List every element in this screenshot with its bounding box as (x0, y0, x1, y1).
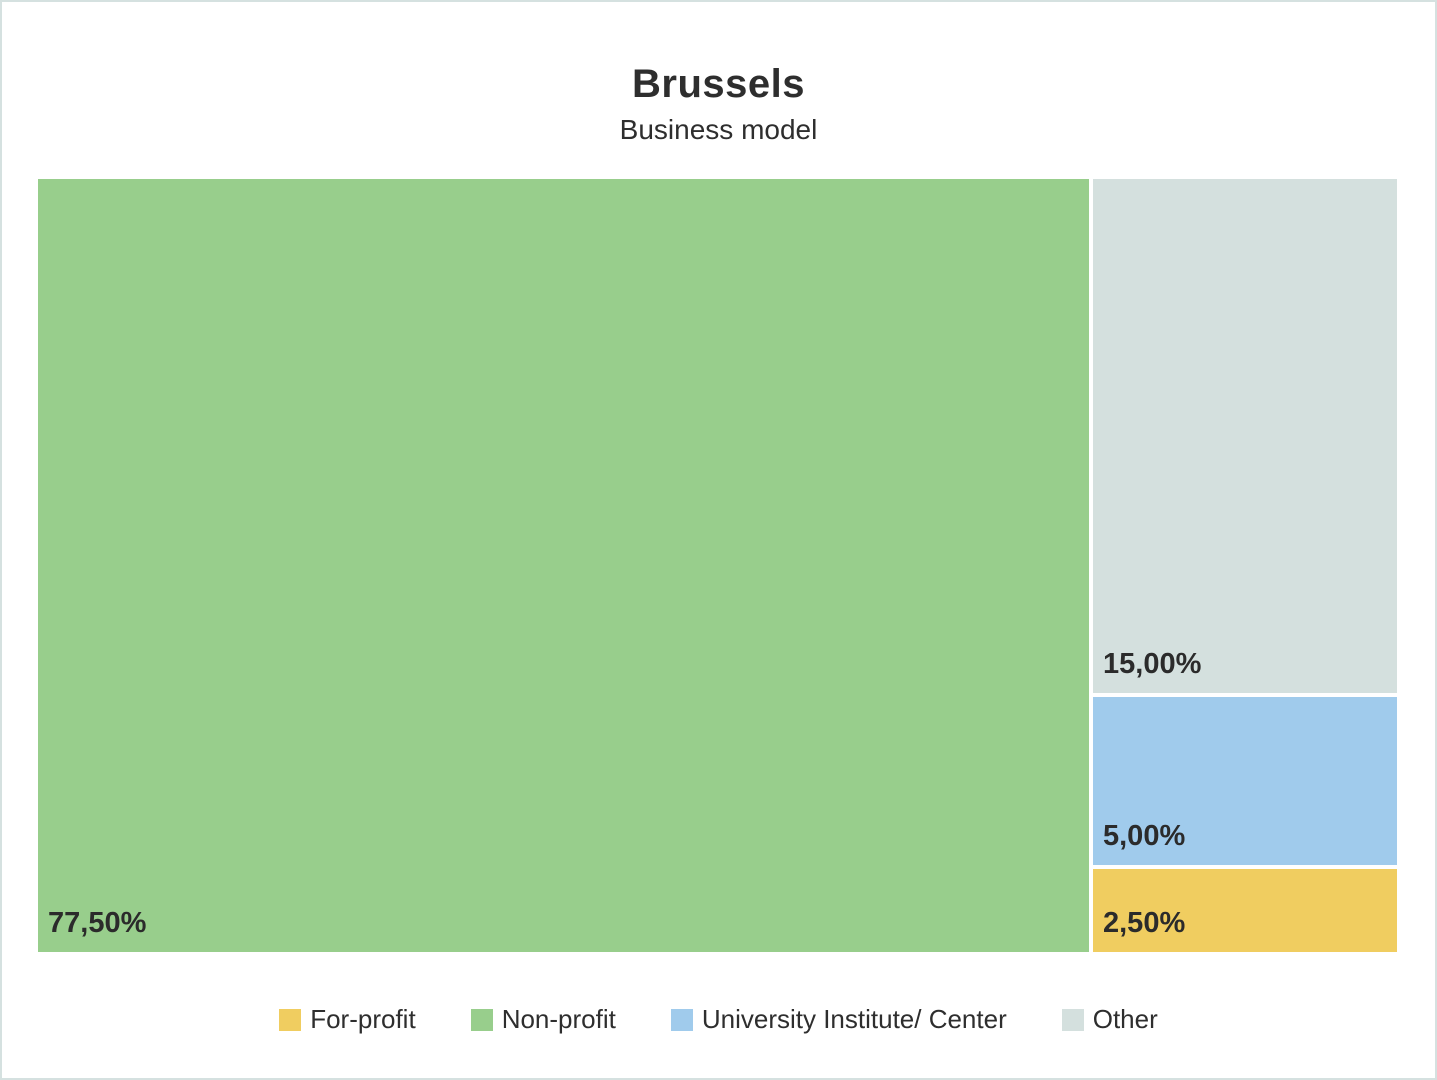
treemap-cell-non-profit: 77,50% (38, 179, 1089, 952)
treemap-cell-other: 15,00% (1093, 179, 1397, 693)
treemap-cell-value-university-institute-center: 5,00% (1103, 820, 1186, 852)
treemap-cell-value-non-profit: 77,50% (48, 907, 147, 939)
chart-subtitle: Business model (619, 114, 818, 145)
treemap-cell-university-institute-center: 5,00% (1093, 697, 1397, 865)
chart-title: Brussels (632, 62, 805, 106)
legend-item-university-institute-center: University Institute/ Center (670, 1004, 1007, 1035)
legend-item-for-profit: For-profit (279, 1004, 416, 1035)
legend-label-non-profit: Non-profit (501, 1004, 616, 1034)
treemap-cell-for-profit: 2,50% (1093, 869, 1397, 952)
treemap-cell-value-other: 15,00% (1103, 648, 1202, 680)
legend-label-university-institute-center: University Institute/ Center (701, 1004, 1007, 1034)
legend-swatch-non-profit (470, 1008, 493, 1031)
legend-swatch-for-profit (279, 1008, 302, 1031)
legend-item-non-profit: Non-profit (470, 1004, 616, 1035)
legend-swatch-university-institute-center (670, 1008, 693, 1031)
treemap: 77,50% 15,00% 5,00% 2,50% (38, 179, 1397, 952)
legend-item-other: Other (1061, 1004, 1158, 1035)
legend-swatch-other (1061, 1008, 1084, 1031)
legend-label-for-profit: For-profit (310, 1004, 416, 1034)
treemap-cell-value-for-profit: 2,50% (1103, 907, 1186, 939)
legend-label-other: Other (1092, 1004, 1158, 1034)
legend: For-profit Non-profit University Institu… (2, 1004, 1435, 1035)
